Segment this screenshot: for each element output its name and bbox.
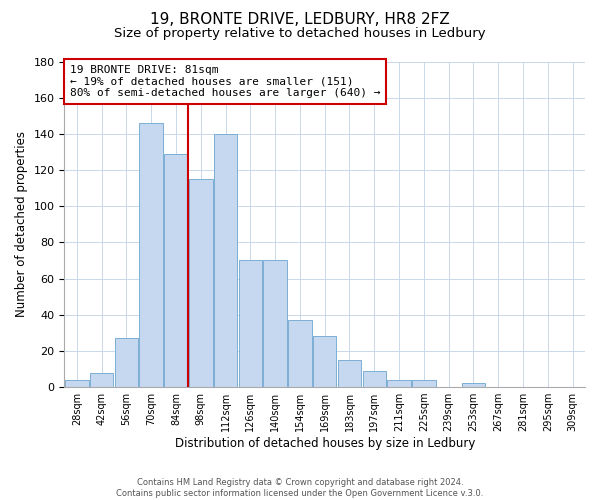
- Bar: [387, 380, 411, 387]
- Bar: [90, 372, 113, 387]
- Bar: [338, 360, 361, 387]
- Bar: [263, 260, 287, 387]
- Bar: [139, 123, 163, 387]
- Text: 19, BRONTE DRIVE, LEDBURY, HR8 2FZ: 19, BRONTE DRIVE, LEDBURY, HR8 2FZ: [150, 12, 450, 28]
- Bar: [461, 384, 485, 387]
- Bar: [189, 179, 212, 387]
- Bar: [362, 371, 386, 387]
- Text: Size of property relative to detached houses in Ledbury: Size of property relative to detached ho…: [114, 28, 486, 40]
- Bar: [65, 380, 89, 387]
- Y-axis label: Number of detached properties: Number of detached properties: [15, 132, 28, 318]
- Bar: [239, 260, 262, 387]
- Bar: [214, 134, 238, 387]
- Bar: [412, 380, 436, 387]
- Bar: [115, 338, 138, 387]
- Bar: [288, 320, 311, 387]
- Text: Contains HM Land Registry data © Crown copyright and database right 2024.
Contai: Contains HM Land Registry data © Crown c…: [116, 478, 484, 498]
- Bar: [313, 336, 337, 387]
- Text: 19 BRONTE DRIVE: 81sqm
← 19% of detached houses are smaller (151)
80% of semi-de: 19 BRONTE DRIVE: 81sqm ← 19% of detached…: [70, 65, 380, 98]
- X-axis label: Distribution of detached houses by size in Ledbury: Distribution of detached houses by size …: [175, 437, 475, 450]
- Bar: [164, 154, 188, 387]
